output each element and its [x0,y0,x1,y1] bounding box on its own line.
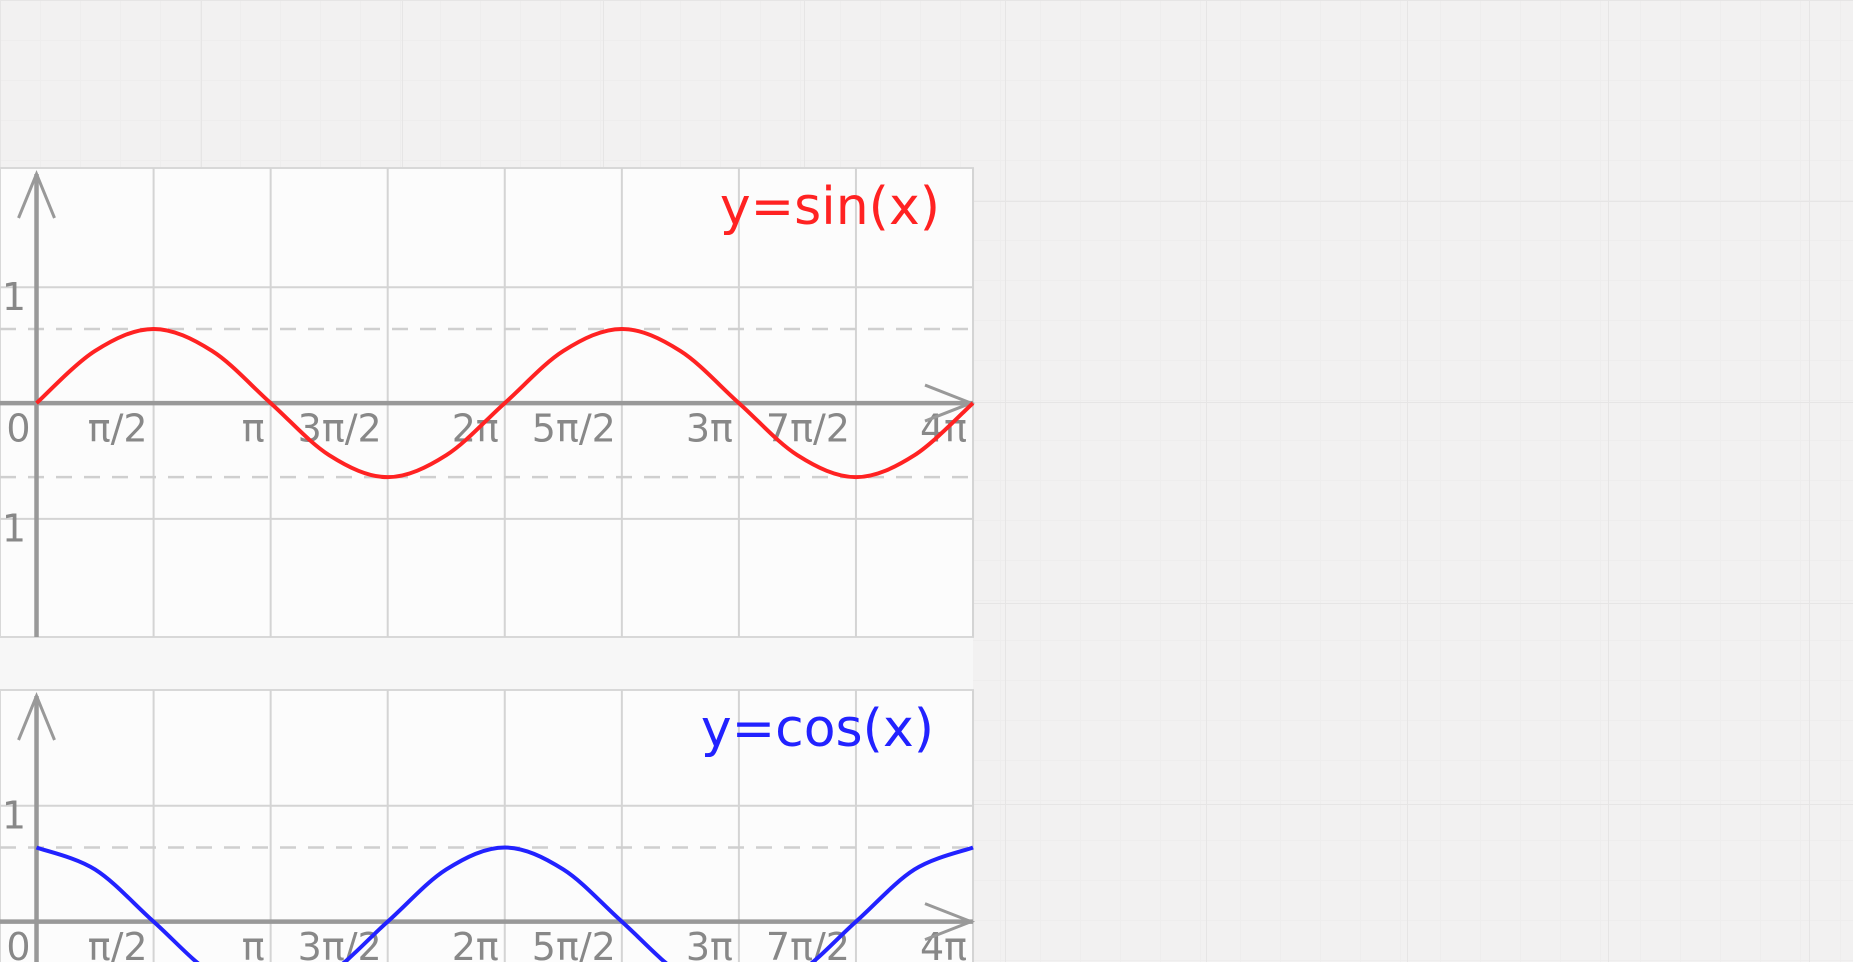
x-tick-label: 5π/2 [532,925,616,962]
chart-title: y=cos(x) [701,699,934,759]
curve [35,326,975,480]
y-tick-label: 1 [2,793,26,837]
x-tick-label: 3π/2 [298,407,382,451]
y-tick-label: 1 [2,275,26,319]
x-tick-label: 2π [452,925,499,962]
x-tick-label: 0 [6,407,30,451]
chart-title: y=sin(x) [720,177,940,237]
x-tick-label: 7π/2 [766,925,850,962]
y-axis-arrow [17,170,56,219]
x-tick-label: 3π [686,407,733,451]
x-tick-label: 7π/2 [766,407,850,451]
x-tick-label: π/2 [88,407,148,451]
x-tick-label: 3π/2 [298,925,382,962]
x-tick-label: 4π [920,925,967,962]
x-axis-arrow [924,902,976,941]
x-tick-label: π [242,925,265,962]
x-tick-label: 0 [6,925,30,962]
x-tick-label: 3π [686,925,733,962]
x-tick-label: π [242,407,265,451]
curve [35,845,974,962]
x-tick-label: 5π/2 [532,407,616,451]
y-axis-arrow [17,692,56,741]
plot-panel [0,689,974,962]
x-tick-label: π/2 [88,925,148,962]
y-tick-label: -1 [0,506,26,550]
